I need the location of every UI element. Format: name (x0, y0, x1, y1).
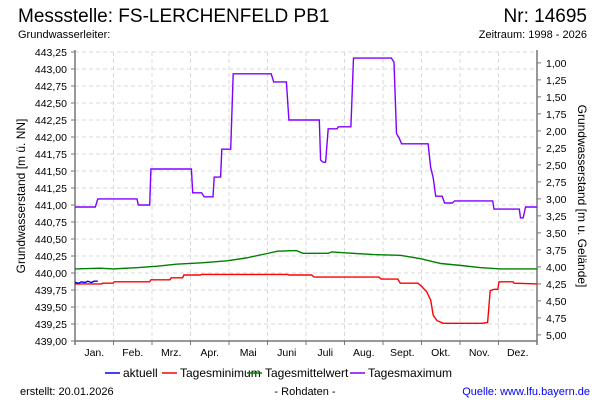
y-tick-label: 442,50 (35, 98, 67, 110)
series-line-tagesmittelwert (74, 249, 537, 270)
y-right-tick-label: 4,25 (546, 279, 567, 291)
series-line-aktuell (74, 280, 98, 284)
y-right-tick-label: 3,25 (546, 211, 567, 223)
raw-data-note: - Rohdaten - (274, 386, 335, 398)
y-right-tick-label: 2,50 (546, 160, 567, 172)
x-tick-label: Aug. (353, 347, 375, 359)
y-tick-label: 440,25 (35, 251, 67, 263)
y-tick-label: 442,25 (35, 115, 67, 127)
y-tick-label: 441,25 (35, 183, 67, 195)
y-axis-right-title: Grundwasserstand [m u. Gelände] (575, 105, 589, 288)
series-line-tagesminimum (75, 273, 538, 324)
y-tick-label: 443,00 (35, 64, 67, 76)
x-tick-label: Mrz. (161, 347, 181, 359)
x-tick-label: Juni (277, 347, 296, 359)
y-tick-label: 439,25 (35, 319, 67, 331)
y-right-tick-label: 1,50 (546, 92, 567, 104)
period-label: Zeitraum: 1998 - 2026 (479, 29, 587, 41)
legend-label-tagesmittelwert: Tagesmittelwert (265, 366, 349, 380)
x-tick-label: Sept. (390, 347, 415, 359)
y-right-tick-label: 2,25 (546, 143, 567, 155)
y-tick-label: 440,75 (35, 217, 67, 229)
y-tick-label: 440,00 (35, 268, 67, 280)
y-tick-label: 439,75 (35, 285, 67, 297)
y-right-tick-label: 1,75 (546, 109, 567, 121)
aquifer-label: Grundwasserleiter: (18, 29, 110, 41)
y-right-tick-label: 4,50 (546, 296, 567, 308)
y-right-tick-label: 1,00 (546, 58, 567, 70)
y-right-tick-label: 2,75 (546, 177, 567, 189)
x-tick-label: Mai (240, 347, 257, 359)
legend-label-tagesmaximum: Tagesmaximum (368, 366, 452, 380)
y-tick-label: 441,50 (35, 166, 67, 178)
y-tick-label: 441,75 (35, 149, 67, 161)
y-right-tick-label: 4,00 (546, 262, 567, 274)
y-right-tick-label: 3,75 (546, 245, 567, 257)
y-tick-label: 439,00 (35, 336, 67, 348)
y-right-tick-label: 1,25 (546, 75, 567, 87)
y-tick-label: 442,00 (35, 132, 67, 144)
station-number: Nr: 14695 (504, 6, 587, 27)
y-right-tick-label: 5,00 (546, 330, 567, 342)
y-tick-label: 440,50 (35, 234, 67, 246)
created-date: erstellt: 20.01.2026 (20, 386, 114, 398)
y-tick-label: 443,25 (35, 47, 67, 59)
y-right-tick-label: 3,00 (546, 194, 567, 206)
chart-title: Messstelle: FS-LERCHENFELD PB1 (18, 6, 329, 27)
x-tick-label: Okt. (431, 347, 450, 359)
y-tick-label: 442,75 (35, 81, 67, 93)
x-tick-label: Apr. (200, 347, 219, 359)
x-tick-label: Dez. (507, 347, 529, 359)
y-right-tick-label: 2,00 (546, 126, 567, 138)
y-tick-label: 441,00 (35, 200, 67, 212)
legend-label-aktuell: aktuell (123, 366, 158, 380)
y-tick-label: 439,50 (35, 302, 67, 314)
x-tick-label: Nov. (469, 347, 490, 359)
legend-label-tagesminimum: Tagesminimum (180, 366, 261, 380)
y-right-tick-label: 4,75 (546, 313, 567, 325)
series-line-tagesmaximum (75, 57, 537, 219)
x-tick-label: Feb. (122, 347, 143, 359)
y-axis-title: Grundwasserstand [m ü. NN] (14, 119, 28, 274)
source-link[interactable]: Quelle: www.lfu.bayern.de (462, 386, 590, 398)
y-right-tick-label: 3,50 (546, 228, 567, 240)
x-tick-label: Juli (317, 347, 333, 359)
x-tick-label: Jan. (84, 347, 104, 359)
